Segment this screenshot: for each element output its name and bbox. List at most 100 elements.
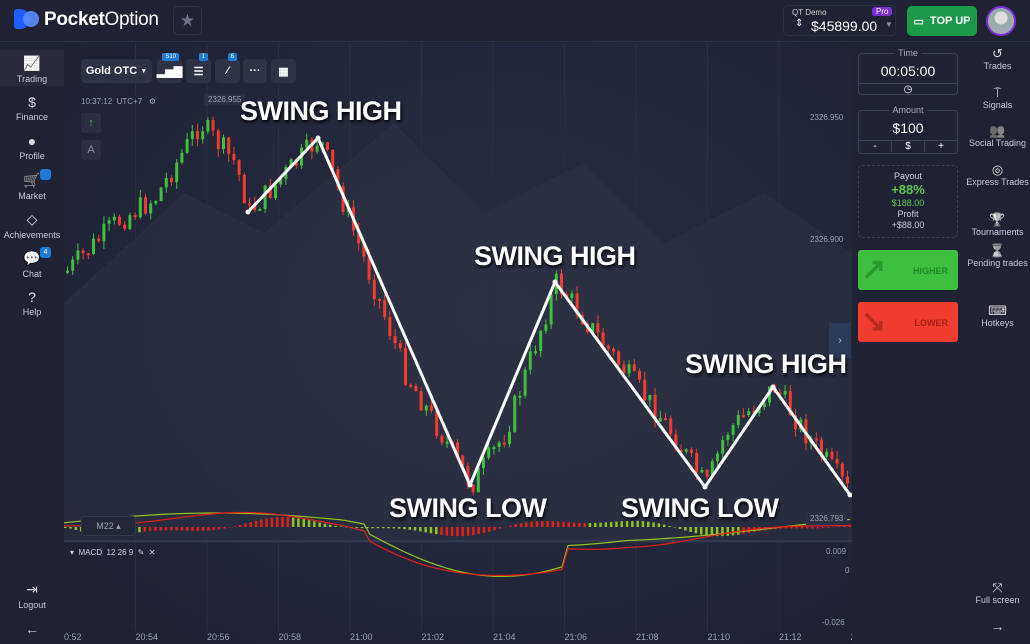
macd-histogram-bar: [318, 522, 321, 527]
account-balance-selector[interactable]: QT Demo Pro ⇕ $45899.00 ▼: [783, 5, 896, 36]
text-tool-icon[interactable]: A: [81, 140, 101, 160]
timeframe-selector[interactable]: M22 ▴: [81, 516, 136, 536]
top-up-label: TOP UP: [929, 15, 971, 27]
time-axis-tick: 20:54: [135, 632, 159, 642]
sidebar-item-label: Profile: [19, 151, 45, 161]
candlestick: [762, 402, 766, 407]
currency-button[interactable]: $: [891, 141, 925, 152]
candlestick: [409, 384, 413, 387]
amount-value[interactable]: $100: [892, 120, 924, 136]
collapse-arrow-left-icon[interactable]: ←: [25, 621, 39, 637]
macd-histogram-bar: [578, 522, 581, 527]
sidebar-item-achievements[interactable]: ◇ Achievements: [0, 206, 64, 242]
candlestick: [211, 120, 215, 131]
settings-gear-icon[interactable]: ⚙: [148, 97, 156, 106]
sidebar-item-chat[interactable]: 💬 Chat 4: [0, 245, 64, 281]
candlestick: [383, 300, 387, 318]
more-button[interactable]: ···: [243, 59, 267, 83]
expand-panel-button[interactable]: ›: [829, 323, 851, 358]
candlestick: [216, 130, 220, 150]
decrease-amount-button[interactable]: -: [873, 141, 877, 152]
sidebar-item-market[interactable]: 🛒 Market: [0, 167, 64, 203]
avatar[interactable]: [986, 6, 1016, 36]
macd-histogram-bar: [556, 521, 560, 527]
payout-percent: +88%: [891, 182, 925, 197]
sidebar-item-trading[interactable]: 📈 Trading: [0, 50, 64, 86]
candlestick: [378, 298, 381, 301]
macd-histogram-bar: [551, 521, 555, 527]
logo[interactable]: PocketOption: [14, 9, 159, 31]
macd-histogram-bar: [631, 520, 634, 527]
asset-selector[interactable]: Gold OTC ▼: [81, 59, 152, 83]
candlestick: [86, 253, 90, 256]
candlestick: [778, 392, 782, 395]
candlestick: [549, 294, 553, 325]
sidebar-item-help[interactable]: ? Help: [0, 284, 64, 320]
lower-button[interactable]: ↘ LOWER: [858, 302, 958, 342]
candlestick: [242, 174, 246, 204]
indicators-button[interactable]: ☰ 1: [186, 53, 211, 83]
candlestick: [92, 238, 95, 254]
swing-point: [315, 135, 321, 141]
macd-histogram-bar: [572, 522, 576, 527]
macd-histogram-bar: [678, 527, 682, 530]
candlestick: [523, 369, 527, 396]
arrow-right-icon[interactable]: →: [990, 618, 1005, 634]
higher-button[interactable]: ↗ HIGHER: [858, 250, 958, 290]
sidebar-item-pending-trades[interactable]: ⌛ Pending trades: [965, 244, 1030, 268]
macd-histogram-bar: [297, 518, 300, 527]
candlestick: [414, 386, 418, 392]
candlestick: [643, 379, 647, 401]
macd-histogram-bar: [291, 517, 295, 527]
drawings-badge: 6: [227, 53, 237, 61]
swing-high-label: SWING HIGH: [474, 241, 636, 271]
sidebar-item-signals[interactable]: ⍑ Signals: [965, 86, 1030, 110]
logout-button[interactable]: ⇥ Logout: [0, 581, 64, 610]
sidebar-item-profile[interactable]: ● Profile: [0, 128, 64, 164]
candlestick: [591, 323, 595, 332]
candlestick: [606, 345, 610, 349]
time-axis-tick: 21:08: [636, 632, 659, 642]
arrow-up-icon[interactable]: ↑: [81, 113, 101, 133]
grid-icon: ▦: [278, 65, 289, 78]
macd-histogram-bar: [795, 527, 798, 529]
macd-histogram-bar: [710, 527, 714, 536]
macd-histogram-bar: [286, 517, 290, 527]
amount-label: Amount: [889, 105, 927, 115]
layout-button[interactable]: ▦: [271, 59, 296, 83]
chart-type-button[interactable]: ▂▅▇ S10: [156, 53, 183, 83]
macd-histogram-bar: [790, 527, 793, 529]
macd-histogram-bar: [599, 522, 602, 527]
clock-icon[interactable]: ◷: [859, 83, 957, 95]
sidebar-item-hotkeys[interactable]: ⌨ Hotkeys: [965, 303, 1030, 328]
sidebar-item-tournaments[interactable]: 🏆 Tournaments: [965, 212, 1030, 237]
sidebar-item-finance[interactable]: $ Finance: [0, 89, 64, 125]
fullscreen-button[interactable]: ⤧ Full screen: [965, 581, 1030, 605]
amount-field[interactable]: Amount $100 - $ +: [858, 105, 958, 154]
drawings-button[interactable]: ⁄ 6: [215, 53, 240, 83]
trophy-icon: 🏆: [989, 212, 1006, 227]
macd-histogram-bar: [228, 527, 231, 528]
candlestick: [180, 152, 184, 163]
edit-pencil-icon[interactable]: ✎: [137, 548, 145, 557]
time-value[interactable]: 00:05:00: [880, 63, 936, 79]
clock-time: 10:37:12: [81, 97, 113, 106]
close-icon[interactable]: ✕: [148, 548, 156, 557]
sidebar-item-social-trading[interactable]: 👥 Social Trading: [965, 124, 1030, 148]
chart-area[interactable]: [64, 43, 852, 644]
favorites-star-icon[interactable]: ★: [173, 6, 202, 35]
increase-amount-button[interactable]: +: [938, 141, 944, 152]
candlestick: [112, 216, 116, 221]
time-field[interactable]: Time 00:05:00 ◷: [858, 48, 958, 95]
sidebar-item-express-trades[interactable]: ◎ Express Trades: [965, 163, 1030, 187]
top-up-button[interactable]: ▭ TOP UP: [907, 6, 977, 36]
candlestick: [497, 442, 501, 448]
candlestick: [71, 259, 75, 271]
chart-line-icon: 📈: [23, 55, 41, 71]
time-axis-tick: 21:06: [564, 632, 588, 642]
user-icon: ●: [27, 133, 37, 149]
bar-chart-icon: ▂▅▇: [156, 65, 183, 78]
keyboard-icon: ⌨: [988, 303, 1007, 318]
sidebar-item-trades[interactable]: ↺ Trades: [965, 47, 1030, 71]
swing-low-label: SWING LOW: [621, 493, 779, 523]
